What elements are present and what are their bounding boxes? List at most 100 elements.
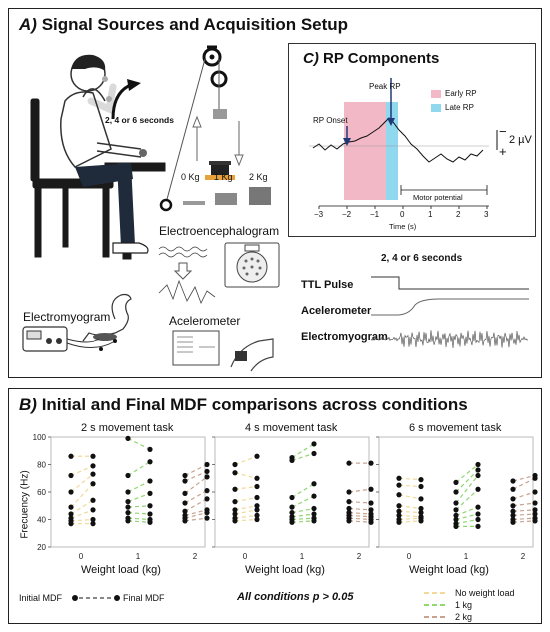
mdf-pair-line [398,510,422,514]
weight-0kg-label: 0 Kg [181,172,200,182]
mdf-final-point [532,511,538,517]
mdf-final-point [147,459,153,465]
mdf-initial-point [232,470,238,476]
mdf-initial-point [232,486,238,492]
mdf-pair-line [455,464,479,483]
mdf-final-point [475,511,481,517]
panel-a-title: A) Signal Sources and Acquisition Setup [19,15,348,35]
emg-illustration [22,293,132,352]
trace-label-emg: Electromyogram [301,331,388,343]
mdf-pair-line [184,476,208,494]
mdf-initial-point [182,518,188,524]
rp-xtick-1: −2 [342,210,352,219]
mdf-initial-point [125,510,131,516]
mdf-pair-line [398,477,422,481]
mdf-final-point [418,496,424,502]
mdf-pair-line [348,501,372,504]
mdf-ytick-label: 100 [33,433,47,442]
trace-label-acc: Acelerometer [301,305,372,317]
mdf-initial-point [125,518,131,524]
mdf-final-point [368,486,374,492]
mdf-pair-line [348,512,372,515]
mdf-initial-point [182,472,188,479]
mdf-initial-point [68,511,74,517]
legend-1kg: 1 kg [455,600,473,610]
ttl-trace [371,276,529,290]
mdf-ytick-label: 40 [37,516,46,525]
legend-2kg: 2 kg [455,612,473,622]
rp-waveform [312,117,484,163]
mdf-initial-point [232,511,238,517]
mdf-pair-line [348,514,372,518]
mdf-final-point [147,446,153,452]
mdf-final-point [147,503,153,509]
weight-1kg-label: 1 Kg [214,172,233,182]
mdf-initial-point [68,489,74,495]
mdf-pair-line [398,514,422,518]
mdf-pair-line [184,512,208,519]
mdf-pair-line [512,502,536,507]
mdf-final-point [90,521,96,527]
mdf-initial-point [346,518,352,524]
mdf-final-point [368,507,374,513]
mdf-final-point [147,519,153,525]
mdf-pair-line [70,483,94,508]
mdf-final-point [90,497,96,503]
mdf-initial-point [182,508,188,514]
mdf-final-point [532,489,538,495]
mdf-pair-line [127,517,151,521]
mdf-pair-line [70,509,94,519]
mdf-pair-line [234,455,258,466]
mdf-pair-line [348,520,372,523]
mdf-pair-line [234,509,258,515]
pulley-apparatus [159,45,244,212]
mdf-initial-point [453,479,459,485]
mdf-final-point [90,481,96,487]
rp-chart [309,78,498,209]
mdf-final-point [90,507,96,513]
mdf-pair-line [348,517,372,521]
panel-c-letter: C) [303,50,319,67]
mdf-final-point [204,468,210,474]
rp-onset-label: RP Onset [313,116,348,125]
mdf-pair-line [184,517,208,522]
mdf-final-point [254,475,260,481]
mdf-final-point [311,505,317,512]
mdf-pair-line [234,505,258,511]
mdf-pair-line [512,491,536,500]
mdf-xlabel-2s: Weight load (kg) [81,564,161,576]
mdf-initial-point [125,504,131,510]
mdf-initial-point [346,460,352,466]
mdf-initial-point [289,510,295,516]
scale-plus: + [499,144,507,159]
rp-xtick-3: 0 [400,210,405,219]
mdf-ytick-label: 20 [37,543,46,552]
mdf-xtick-label: 2 [521,552,526,561]
seated-person-illustration [30,54,166,260]
mdf-final-point [418,518,424,524]
mdf-final-point [532,475,538,481]
peak-rp-label: Peak RP [369,82,401,91]
mdf-pair-line [127,505,151,508]
mdf-final-point [311,493,317,499]
weight-2kg-label: 2 Kg [249,172,268,182]
mdf-pair-line [127,461,151,477]
scale-value: 2 µV [509,134,532,146]
mdf-pair-line [348,507,372,511]
mdf-xtick-label: 2 [357,552,362,561]
mdf-initial-point [453,489,459,495]
mdf-pair-line [455,506,479,516]
mdf-final-point [368,500,374,506]
mdf-initial-point [182,490,188,496]
late-rp-region [386,102,398,200]
mdf-final-point [368,519,374,525]
mdf-final-point [204,510,210,516]
mdf-initial-point [289,504,295,510]
mdf-initial-point [453,507,459,513]
mdf-initial-point [453,512,459,518]
mdf-initial-point [396,508,402,514]
mdf-final-point [254,494,260,501]
trace-label-ttl: TTL Pulse [301,279,354,291]
mdf-final-point [368,460,374,466]
